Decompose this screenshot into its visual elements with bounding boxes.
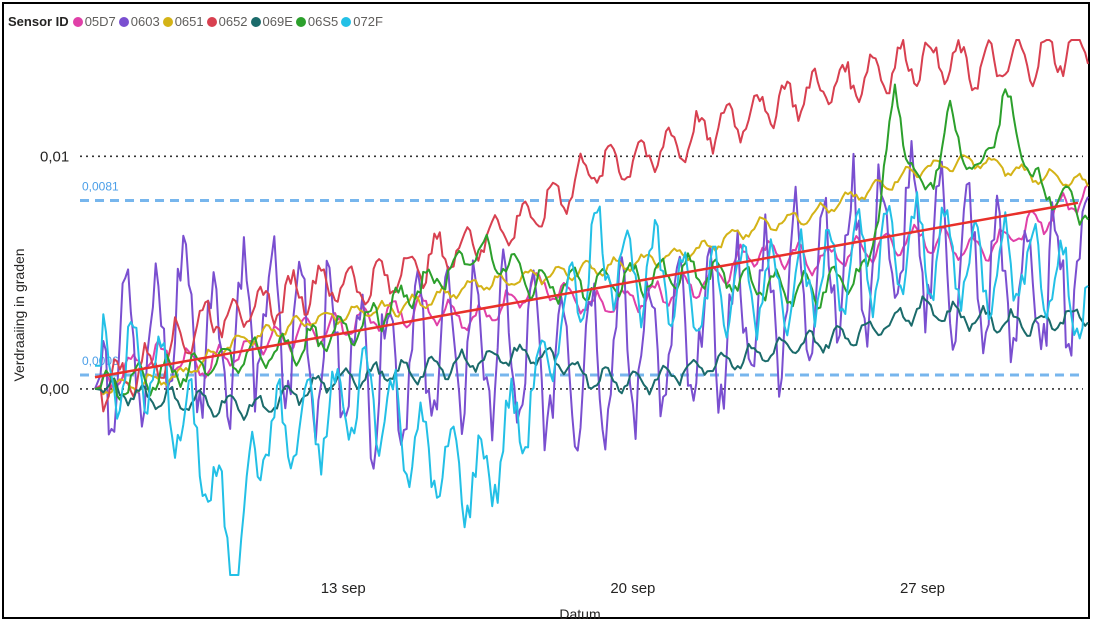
legend-item-05d7[interactable]: 05D7 xyxy=(72,14,116,29)
series-line-072f xyxy=(95,191,1089,576)
series-line-0651 xyxy=(94,154,1089,396)
legend-label: 0651 xyxy=(174,14,204,29)
legend-marker-icon xyxy=(162,16,173,27)
y-tick-label: 0,01 xyxy=(40,148,69,165)
legend-items: 05D7 0603 0651 0652 069E 06S5 072F xyxy=(72,14,386,29)
y-tick-label: 0,00 xyxy=(40,381,69,398)
legend-marker-icon xyxy=(118,16,129,27)
legend-marker-icon xyxy=(206,16,217,27)
legend-marker-icon xyxy=(72,16,83,27)
series-line-05d7 xyxy=(94,184,1089,390)
legend-item-0652[interactable]: 0652 xyxy=(206,14,248,29)
legend-marker-icon xyxy=(341,16,352,27)
legend-label: 0652 xyxy=(218,14,248,29)
x-tick-label: 13 sep xyxy=(321,580,366,597)
legend-marker-icon xyxy=(250,16,261,27)
legend-label: 06S5 xyxy=(307,14,339,29)
legend-item-0603[interactable]: 0603 xyxy=(118,14,160,29)
series-line-0652 xyxy=(94,39,1089,413)
reference-line-label: 0,0081 xyxy=(82,180,119,194)
x-tick-label: 27 sep xyxy=(900,580,945,597)
legend-marker-icon xyxy=(295,16,306,27)
x-tick-label: 20 sep xyxy=(610,580,655,597)
legend-label: 069E xyxy=(262,14,293,29)
x-axis-title: Datum xyxy=(559,606,600,621)
legend-label: 0603 xyxy=(130,14,160,29)
series-line-069e xyxy=(94,295,1089,421)
legend-label: 072F xyxy=(353,14,383,29)
legend-item-06s5[interactable]: 06S5 xyxy=(295,14,339,29)
trend-line xyxy=(94,201,1079,379)
legend-item-0651[interactable]: 0651 xyxy=(162,14,204,29)
y-axis-title: Verdraaiing in graden xyxy=(11,248,27,381)
legend-item-072f[interactable]: 072F xyxy=(341,14,383,29)
legend-title: Sensor ID xyxy=(8,14,69,29)
legend-label: 05D7 xyxy=(84,14,116,29)
legend: Sensor ID 05D7 0603 0651 0652 069E 06S5 072F xyxy=(8,14,386,29)
legend-item-069e[interactable]: 069E xyxy=(250,14,293,29)
